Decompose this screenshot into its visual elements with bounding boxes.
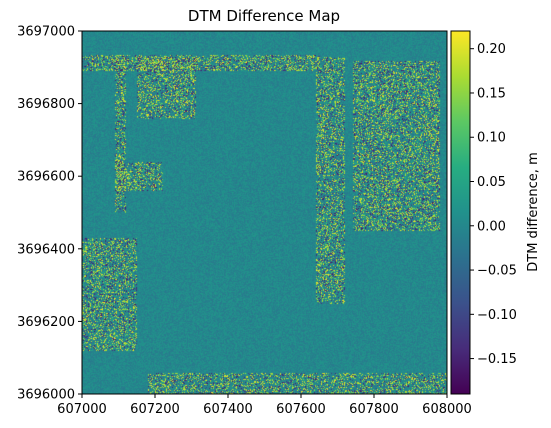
x-tick-label: 607000	[57, 402, 107, 417]
colorbar-tick-label: 0.20	[477, 42, 506, 57]
x-tick-label: 607200	[130, 402, 180, 417]
y-tick-label: 3696200	[17, 315, 75, 330]
colorbar-tick-label: −0.05	[477, 264, 517, 279]
y-tick-label: 3696800	[17, 97, 75, 112]
x-tick-label: 608000	[422, 402, 472, 417]
x-tick-label: 607600	[276, 402, 326, 417]
colorbar-tick-label: −0.10	[477, 308, 517, 323]
colorbar-ticks: 0.20 0.15 0.10 0.05 0.00 −0.05 −0.10 −0.15	[470, 42, 517, 367]
y-tick-label: 3697000	[17, 25, 75, 40]
colorbar-tick-label: 0.00	[477, 219, 506, 234]
plot-frame	[81, 30, 448, 395]
colorbar-gradient	[450, 30, 471, 395]
x-tick-label: 607400	[203, 402, 253, 417]
x-tick-label: 607800	[349, 402, 399, 417]
y-tick-label: 3696600	[17, 170, 75, 185]
y-tick-label: 3696400	[17, 242, 75, 257]
colorbar-tick-label: 0.10	[477, 131, 506, 146]
heatmap-canvas	[82, 31, 447, 394]
heatmap-area	[81, 30, 448, 395]
y-tick-label: 3696000	[17, 388, 75, 403]
colorbar-label: DTM difference, m	[526, 152, 541, 272]
colorbar-tick-label: −0.15	[477, 352, 517, 367]
chart-title: DTM Difference Map	[188, 7, 340, 25]
x-axis: 607000 607200 607400 607600 607800 608000	[57, 394, 472, 417]
colorbar-tick-label: 0.05	[477, 175, 506, 190]
colorbar: 0.20 0.15 0.10 0.05 0.00 −0.05 −0.10 −0.15 DTM …	[450, 30, 541, 395]
y-axis: 3696000 3696200 3696400 3696600 3696800 36970…	[17, 25, 82, 403]
colorbar-tick-label: 0.15	[477, 86, 506, 101]
